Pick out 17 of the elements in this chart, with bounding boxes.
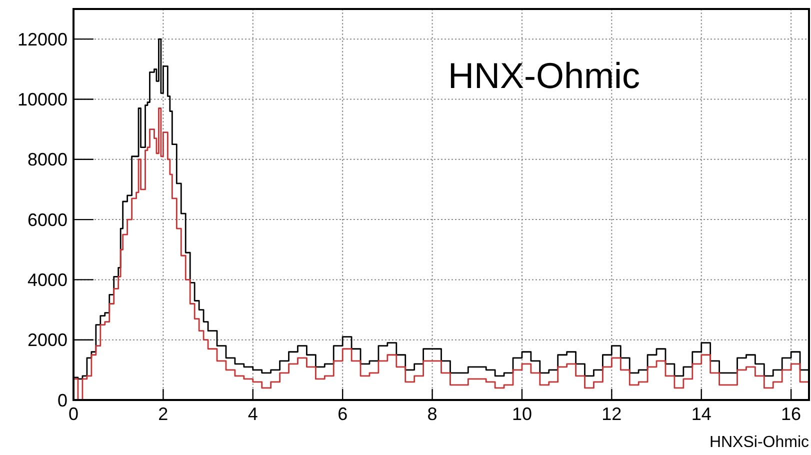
x-tick-label: 8 xyxy=(427,404,438,424)
annotation: HNX-Ohmic xyxy=(448,55,640,96)
y-tick-label: 2000 xyxy=(27,330,68,350)
x-tick-label: 4 xyxy=(248,404,258,424)
y-tick-label: 8000 xyxy=(27,150,68,170)
x-tick-label: 14 xyxy=(691,404,712,424)
x-tick-label: 2 xyxy=(158,404,168,424)
x-tick-label: 6 xyxy=(338,404,348,424)
y-tick-label: 4000 xyxy=(27,270,68,290)
x-tick-label: 10 xyxy=(512,404,532,424)
y-tick-label: 6000 xyxy=(27,210,68,230)
x-tick-label: 16 xyxy=(781,404,802,424)
x-tick-label: 12 xyxy=(602,404,622,424)
y-tick-label: 0 xyxy=(57,390,68,410)
y-tick-label: 10000 xyxy=(17,90,68,110)
y-tick-label: 12000 xyxy=(17,29,68,50)
x-axis-title: HNXSi-Ohmic xyxy=(709,434,809,451)
